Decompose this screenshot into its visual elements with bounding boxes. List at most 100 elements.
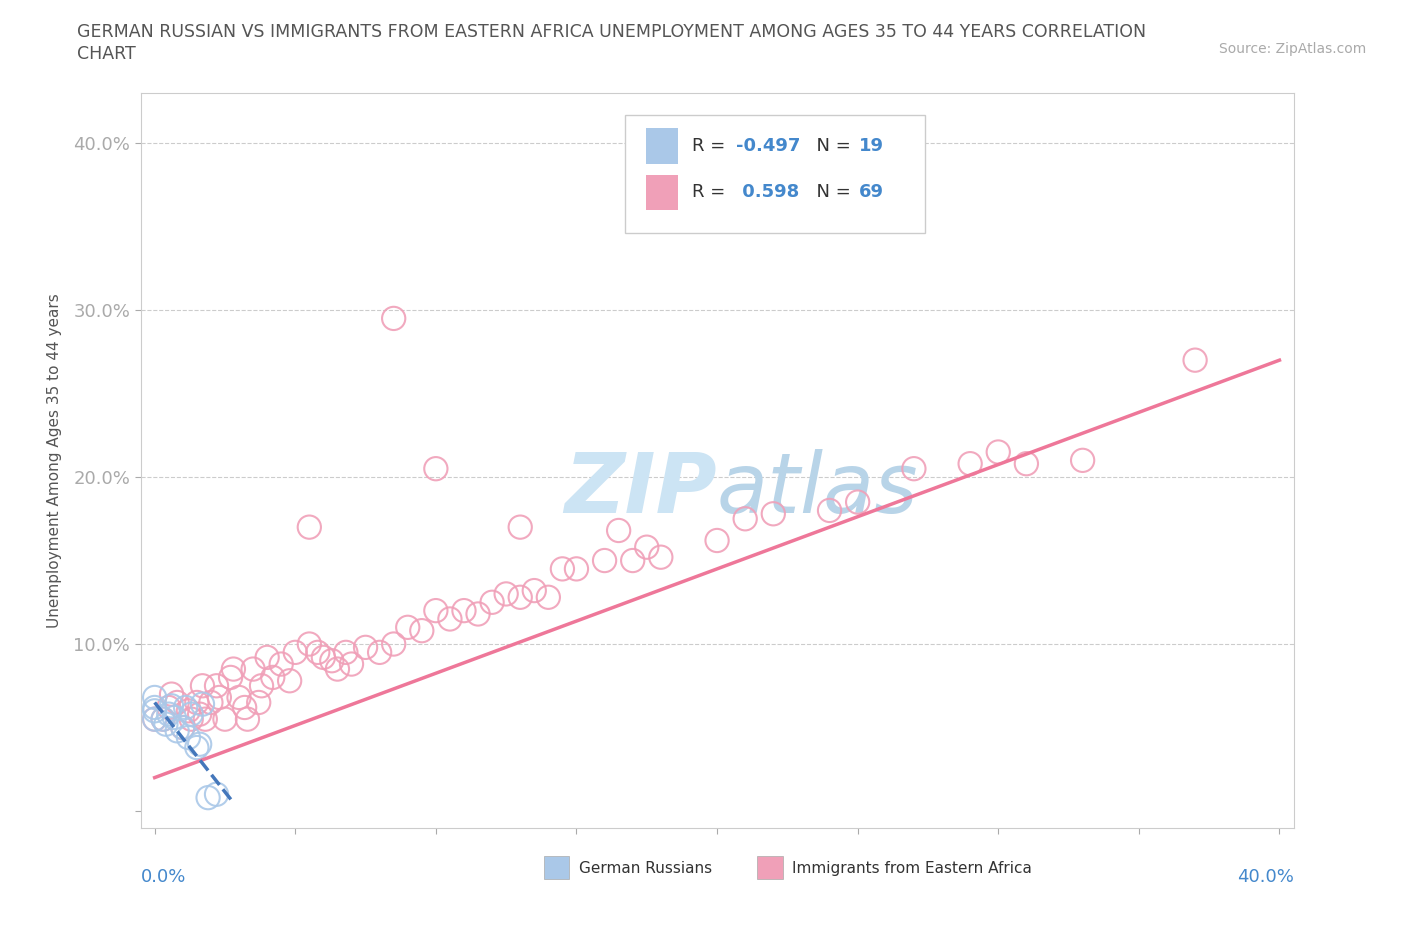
Text: R =: R = — [692, 137, 731, 155]
Text: Immigrants from Eastern Africa: Immigrants from Eastern Africa — [792, 860, 1032, 876]
FancyBboxPatch shape — [645, 128, 678, 164]
Point — [205, 787, 228, 802]
Point — [607, 523, 630, 538]
Point — [172, 720, 194, 735]
Point — [565, 562, 588, 577]
Text: CHART: CHART — [77, 45, 136, 62]
Text: German Russians: German Russians — [579, 860, 711, 876]
Point — [177, 703, 200, 718]
Point — [180, 711, 202, 726]
Point — [621, 553, 644, 568]
Point — [219, 670, 242, 684]
Text: Source: ZipAtlas.com: Source: ZipAtlas.com — [1219, 42, 1367, 56]
Point — [200, 695, 222, 710]
Text: 69: 69 — [859, 183, 884, 201]
Point — [846, 495, 869, 510]
Point — [143, 690, 166, 705]
Point — [247, 695, 270, 710]
Point — [157, 707, 180, 722]
Point — [222, 661, 245, 676]
Point — [242, 661, 264, 676]
Point — [197, 790, 219, 805]
Point — [143, 703, 166, 718]
Point — [706, 533, 728, 548]
Point — [335, 644, 357, 659]
Point — [278, 673, 301, 688]
Point — [163, 711, 186, 725]
Point — [425, 461, 447, 476]
Text: -0.497: -0.497 — [735, 137, 800, 155]
Point — [208, 690, 231, 705]
Point — [166, 695, 188, 710]
Point — [509, 520, 531, 535]
FancyBboxPatch shape — [758, 856, 783, 879]
Point — [439, 612, 461, 627]
Point — [233, 700, 256, 715]
Text: 0.598: 0.598 — [735, 183, 799, 201]
Point — [298, 637, 321, 652]
Point — [411, 623, 433, 638]
Point — [186, 740, 208, 755]
Point — [177, 730, 200, 745]
Point — [1184, 352, 1206, 367]
Point — [321, 653, 343, 668]
Point — [523, 583, 546, 598]
Point — [650, 550, 672, 565]
Point — [903, 461, 925, 476]
Point — [194, 711, 217, 726]
Point — [453, 604, 475, 618]
Point — [157, 700, 180, 715]
Point — [959, 457, 981, 472]
Point — [214, 711, 236, 726]
Point — [1015, 457, 1038, 472]
Point — [180, 707, 202, 722]
Point — [987, 445, 1010, 459]
Point — [312, 650, 335, 665]
Point — [593, 553, 616, 568]
FancyBboxPatch shape — [544, 856, 569, 879]
Point — [307, 644, 329, 659]
Point — [191, 697, 214, 711]
Point — [495, 587, 517, 602]
Point — [298, 520, 321, 535]
Point — [174, 700, 197, 715]
Text: ZIP: ZIP — [564, 449, 717, 530]
Point — [762, 506, 785, 521]
Point — [186, 695, 208, 710]
Point — [152, 711, 174, 726]
Y-axis label: Unemployment Among Ages 35 to 44 years: Unemployment Among Ages 35 to 44 years — [48, 293, 62, 628]
Point — [143, 711, 166, 726]
FancyBboxPatch shape — [645, 175, 678, 210]
Point — [551, 562, 574, 577]
Point — [326, 661, 349, 676]
Point — [188, 707, 211, 722]
Text: R =: R = — [692, 183, 731, 201]
Point — [228, 690, 250, 705]
Point — [509, 590, 531, 604]
Text: GERMAN RUSSIAN VS IMMIGRANTS FROM EASTERN AFRICA UNEMPLOYMENT AMONG AGES 35 TO 4: GERMAN RUSSIAN VS IMMIGRANTS FROM EASTER… — [77, 23, 1146, 41]
Point — [160, 686, 183, 701]
Point — [152, 711, 174, 726]
Point — [481, 595, 503, 610]
Point — [205, 678, 228, 693]
Point — [382, 311, 405, 325]
Point — [155, 717, 177, 732]
Point — [143, 711, 166, 726]
Text: 40.0%: 40.0% — [1237, 868, 1294, 886]
Point — [256, 650, 278, 665]
Point — [734, 512, 756, 526]
Point — [340, 657, 363, 671]
Point — [172, 720, 194, 735]
Text: N =: N = — [804, 137, 856, 155]
Point — [467, 606, 489, 621]
Point — [396, 620, 419, 635]
Point — [425, 604, 447, 618]
Point — [250, 678, 273, 693]
Point — [368, 644, 391, 659]
Point — [537, 590, 560, 604]
Point — [188, 737, 211, 751]
Point — [143, 700, 166, 715]
Point — [191, 678, 214, 693]
Point — [284, 644, 307, 659]
Point — [636, 539, 658, 554]
